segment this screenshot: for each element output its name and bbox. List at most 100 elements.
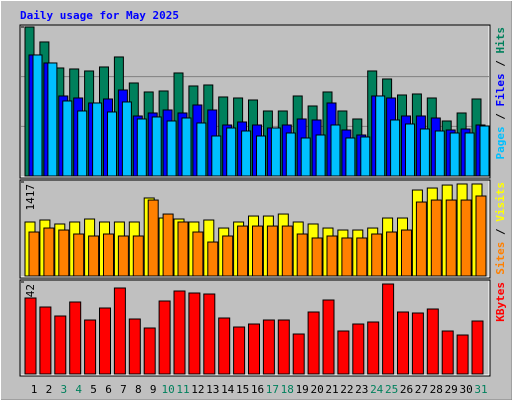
bar: [371, 233, 383, 277]
bar: [136, 118, 147, 177]
bar: [58, 229, 70, 277]
bar: [69, 301, 82, 375]
bar: [203, 293, 216, 375]
bar: [262, 319, 275, 375]
bar: [177, 221, 189, 277]
bar: [47, 62, 58, 177]
x-tick-label: 10: [161, 383, 174, 396]
bar: [73, 233, 85, 277]
bar: [311, 237, 323, 277]
bar: [128, 318, 141, 375]
x-tick-label: 30: [459, 383, 472, 396]
bar: [397, 311, 409, 375]
bar: [322, 299, 335, 375]
bar: [419, 128, 430, 177]
bar: [445, 199, 457, 277]
bar: [166, 120, 177, 177]
x-tick-label: 12: [191, 383, 204, 396]
legend-separator: /: [494, 222, 507, 242]
bar: [471, 320, 484, 375]
bar: [158, 300, 171, 375]
bar: [341, 237, 353, 277]
bar: [99, 307, 111, 375]
bar: [277, 319, 290, 375]
x-tick-label: 14: [221, 383, 235, 396]
x-tick-label: 7: [120, 383, 127, 396]
legend: Sites / Visits: [494, 182, 507, 275]
bar: [32, 54, 43, 177]
bar: [449, 132, 460, 177]
bar: [270, 127, 281, 177]
legend: Pages / Files / Hits: [494, 27, 507, 160]
bar: [24, 297, 37, 375]
bar: [326, 235, 338, 277]
bar: [252, 225, 263, 277]
legend-entry: Files: [494, 73, 507, 106]
bar: [207, 241, 219, 277]
x-tick-label: 13: [206, 383, 219, 396]
bar: [386, 231, 398, 277]
bar: [430, 199, 442, 277]
bar: [266, 225, 278, 277]
x-tick-label: 21: [325, 383, 338, 396]
x-tick-label: 18: [281, 383, 294, 396]
bar: [162, 213, 174, 277]
bar: [54, 315, 67, 375]
bar: [226, 127, 237, 177]
bar: [330, 124, 341, 177]
bar: [241, 130, 252, 177]
bar: [356, 237, 368, 277]
legend-entry: KBytes: [494, 282, 507, 322]
bar: [39, 306, 52, 375]
bar: [248, 323, 260, 375]
bar: [181, 117, 192, 177]
x-tick-label: 6: [105, 383, 112, 396]
x-tick-label: 26: [400, 383, 413, 396]
legend-entry: Visits: [494, 182, 507, 222]
bar: [382, 283, 395, 375]
bar: [401, 229, 412, 277]
legend-separator: /: [494, 54, 507, 74]
legend-entry: Sites: [494, 242, 507, 275]
bar: [188, 292, 201, 375]
bar: [132, 235, 144, 277]
legend-entry: Pages: [494, 126, 507, 159]
bar: [113, 287, 126, 375]
x-tick-label: 16: [251, 383, 264, 396]
bar: [292, 333, 305, 375]
x-tick-label: 11: [176, 383, 189, 396]
bar: [103, 233, 114, 277]
bar: [143, 327, 156, 375]
bar: [441, 330, 454, 375]
y-tick-label: 1417: [24, 184, 37, 211]
bar: [307, 311, 320, 375]
bar: [337, 330, 350, 375]
x-tick-label: 2: [46, 383, 53, 396]
bar: [88, 235, 100, 277]
bar: [237, 225, 249, 277]
bar: [192, 231, 204, 277]
bar: [300, 137, 311, 177]
chart-title: Daily usage for May 2025: [20, 9, 179, 22]
x-tick-label: 31: [474, 383, 487, 396]
bar: [77, 110, 88, 177]
bar: [281, 225, 293, 277]
bar: [315, 134, 326, 177]
x-tick-label: 9: [150, 383, 157, 396]
x-tick-label: 4: [75, 383, 82, 396]
bar: [375, 95, 386, 177]
bar: [211, 135, 222, 177]
bar: [196, 122, 207, 177]
bar: [233, 326, 246, 375]
bar: [256, 135, 266, 177]
bar: [107, 111, 117, 177]
bar: [117, 235, 129, 277]
bar: [62, 100, 73, 177]
x-tick-label: 22: [340, 383, 353, 396]
bar: [415, 201, 427, 277]
bar: [360, 136, 371, 177]
bar: [367, 321, 380, 375]
bar: [475, 195, 487, 277]
bar: [390, 119, 401, 177]
x-tick-label: 17: [266, 383, 279, 396]
